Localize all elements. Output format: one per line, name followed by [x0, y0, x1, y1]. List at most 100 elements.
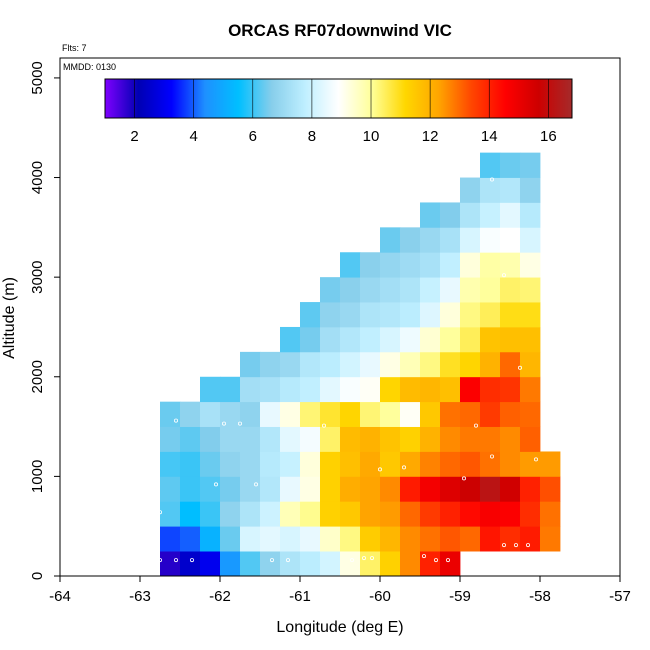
heatmap-cell — [520, 152, 541, 178]
heatmap-cell — [420, 326, 441, 353]
sample-point — [401, 465, 406, 470]
heatmap-cell — [280, 351, 301, 378]
heatmap-cell — [420, 277, 441, 303]
y-axis-label: Altitude (m) — [1, 277, 18, 359]
heatmap-cell — [180, 451, 201, 477]
heatmap-cell — [520, 202, 541, 228]
heatmap-cell — [420, 426, 441, 452]
heatmap-cell — [360, 501, 381, 527]
y-tick-label: 5000 — [29, 61, 46, 94]
heatmap-cell — [520, 326, 541, 353]
heatmap-cell — [420, 302, 441, 328]
heatmap-cell — [360, 326, 381, 353]
heatmap-cell — [440, 426, 461, 452]
x-tick-label: -58 — [529, 588, 551, 605]
heatmap-cell — [480, 476, 501, 502]
heatmap-cell — [360, 476, 381, 502]
heatmap-cell — [460, 252, 481, 278]
heatmap-cell — [440, 501, 461, 527]
heatmap-cell — [360, 277, 381, 303]
heatmap-cell — [340, 526, 361, 552]
sample-point — [445, 558, 450, 563]
heatmap-cell — [360, 451, 381, 477]
heatmap-cell — [200, 476, 221, 502]
sample-point — [501, 273, 506, 278]
heatmap-cell — [460, 451, 481, 477]
sample-point — [157, 558, 162, 563]
heatmap-cell — [440, 401, 461, 427]
heatmap-cell — [420, 202, 441, 228]
heatmap-cell — [300, 351, 321, 378]
heatmap-cell — [360, 252, 381, 278]
heatmap-cell — [460, 476, 481, 502]
heatmap-cell — [480, 451, 501, 477]
heatmap-cell — [280, 401, 301, 427]
y-axis: 0 1000 2000 3000 4000 5000 — [29, 61, 60, 580]
heatmap-cell — [500, 376, 521, 403]
sample-point — [489, 454, 494, 459]
heatmap-cell — [340, 351, 361, 378]
heatmap-cell — [260, 351, 281, 378]
heatmap-cell — [520, 376, 541, 403]
heatmap-cell — [280, 451, 301, 477]
heatmap-cell — [300, 551, 321, 577]
heatmap-cell — [380, 426, 401, 452]
heatmap-cell — [400, 551, 421, 577]
y-tick-label: 4000 — [29, 161, 46, 194]
sample-point — [369, 556, 374, 561]
heatmap-cell — [260, 401, 281, 427]
x-tick-label: -64 — [49, 588, 71, 605]
heatmap-cell — [240, 426, 261, 452]
colorbar-tick-label: 2 — [130, 128, 138, 145]
heatmap-cell — [200, 451, 221, 477]
sample-point — [501, 543, 506, 548]
heatmap-cell — [520, 526, 541, 552]
heatmap-cell — [520, 227, 541, 253]
heatmap-cell — [300, 401, 321, 427]
heatmap-cell — [540, 526, 561, 552]
colorbar-tick-label: 14 — [481, 128, 498, 145]
heatmap-cell — [180, 526, 201, 552]
heatmap-cell — [320, 426, 341, 452]
heatmap-cell — [400, 302, 421, 328]
heatmap-cell — [240, 476, 261, 502]
heatmap-cell — [480, 501, 501, 527]
heatmap-cell — [160, 426, 181, 452]
heatmap-cell — [500, 401, 521, 427]
heatmap-cell — [500, 451, 521, 477]
heatmap-cell — [400, 526, 421, 552]
heatmap-cell — [240, 501, 261, 527]
heatmap-cell — [420, 526, 441, 552]
heatmap-cell — [500, 326, 521, 353]
heatmap-cell — [500, 152, 521, 178]
heatmap-cell — [220, 401, 241, 427]
heatmap-cell — [480, 401, 501, 427]
heatmap-cell — [500, 202, 521, 228]
heatmap-cell — [380, 302, 401, 328]
heatmap-cell — [420, 351, 441, 378]
heatmap-cell — [500, 277, 521, 303]
heatmap-cell — [320, 401, 341, 427]
heatmap-cell — [220, 426, 241, 452]
sample-point — [349, 558, 354, 563]
sample-point — [361, 556, 366, 561]
heatmap-cell — [520, 252, 541, 278]
heatmap-cell — [200, 426, 221, 452]
heatmap-cell — [360, 526, 381, 552]
plot-frame — [59, 57, 621, 577]
heatmap-cell — [520, 277, 541, 303]
heatmap-cell — [460, 302, 481, 328]
heatmap-cell — [260, 501, 281, 527]
heatmap-cell — [480, 302, 501, 328]
heatmap-cell — [260, 376, 281, 403]
heatmap-cell — [480, 202, 501, 228]
heatmap-cell — [340, 302, 361, 328]
heatmap-cell — [440, 476, 461, 502]
heatmap-cell — [340, 426, 361, 452]
x-tick-label: -61 — [289, 588, 311, 605]
x-axis-label: Longitude (deg E) — [276, 619, 403, 636]
heatmap-cell — [540, 451, 561, 477]
heatmap-cell — [320, 451, 341, 477]
heatmap-cell — [520, 351, 541, 378]
heatmap-cell — [280, 551, 301, 577]
